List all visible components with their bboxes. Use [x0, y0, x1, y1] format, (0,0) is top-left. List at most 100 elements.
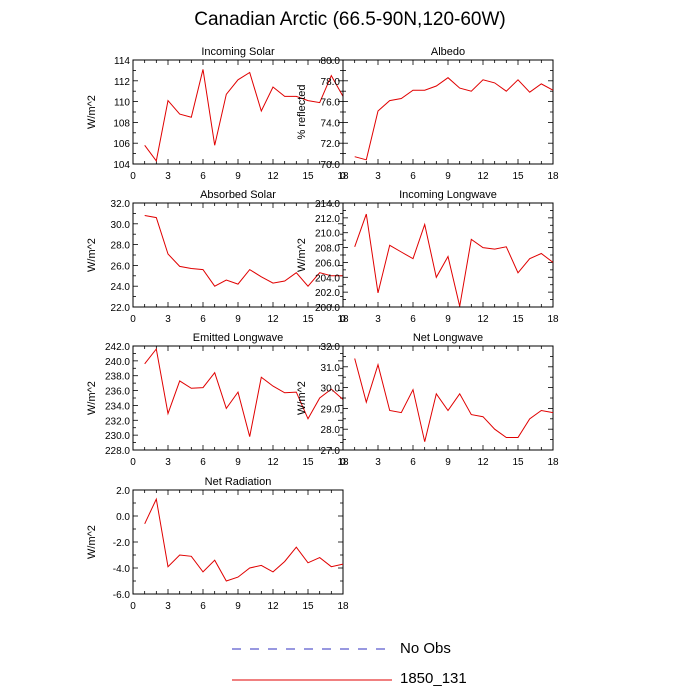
- y-axis-label: W/m^2: [86, 95, 98, 129]
- y-tick-label: -6.0: [113, 590, 131, 601]
- y-tick-label: 27.0: [321, 446, 341, 457]
- y-tick-label: 31.0: [321, 363, 341, 374]
- x-tick-label: 18: [337, 171, 349, 182]
- y-tick-label: 238.0: [105, 372, 130, 383]
- x-tick-label: 9: [235, 457, 241, 468]
- y-tick-label: 234.0: [105, 401, 130, 412]
- y-tick-label: -2.0: [113, 538, 131, 549]
- y-tick-label: 230.0: [105, 431, 130, 442]
- x-tick-label: 9: [445, 457, 451, 468]
- legend-label-1850-131: 1850_131: [400, 670, 467, 687]
- panel-title: Emitted Longwave: [193, 332, 284, 344]
- y-tick-label: 26.0: [111, 261, 131, 272]
- x-tick-label: 18: [547, 457, 559, 468]
- y-tick-label: 74.0: [321, 118, 341, 129]
- plot-frame: [342, 345, 554, 451]
- y-tick-label: -4.0: [113, 564, 131, 575]
- x-tick-label: 3: [375, 457, 381, 468]
- plot-frame: [342, 202, 554, 308]
- panel-incoming-solar: Incoming Solar W/m^2 0 3 6 9 12 15 18 104 106 108 11…: [86, 46, 349, 182]
- x-tick-label: 12: [267, 314, 279, 325]
- y-axis-label: W/m^2: [86, 525, 98, 559]
- x-tick-label: 18: [337, 314, 349, 325]
- x-tick-label: 18: [547, 171, 559, 182]
- y-tick-label: 2.0: [116, 486, 130, 497]
- x-tick-label: 0: [340, 457, 346, 468]
- plot-frame: [342, 59, 554, 165]
- legend: [232, 648, 392, 681]
- series-line-1850-131: [144, 69, 344, 163]
- y-tick-label: 204.0: [315, 273, 340, 284]
- y-axis-label: W/m^2: [296, 381, 308, 415]
- y-axis-label: W/m^2: [86, 381, 98, 415]
- series-line-1850-131: [354, 77, 554, 161]
- panel-title: Absorbed Solar: [200, 189, 276, 201]
- y-tick-label: 78.0: [321, 77, 341, 88]
- series-line-1850-131: [144, 215, 343, 287]
- x-tick-label: 3: [165, 457, 171, 468]
- x-tick-label: 18: [337, 601, 349, 612]
- x-tick-label: 9: [235, 601, 241, 612]
- x-tick-label: 9: [445, 171, 451, 182]
- y-tick-label: 106: [113, 139, 130, 150]
- y-tick-label: 228.0: [105, 446, 130, 457]
- x-tick-label: 3: [165, 171, 171, 182]
- x-tick-label: 6: [410, 171, 416, 182]
- y-axis-label: % reflected: [296, 84, 308, 139]
- x-tick-label: 12: [267, 171, 279, 182]
- page-title: Canadian Arctic (66.5-90N,120-60W): [194, 9, 506, 30]
- y-tick-label: 240.0: [105, 357, 130, 368]
- legend-label-no-obs: No Obs: [400, 640, 451, 657]
- y-tick-label: 242.0: [105, 342, 130, 353]
- x-tick-label: 6: [200, 601, 206, 612]
- y-tick-label: 80.0: [321, 56, 341, 67]
- x-tick-label: 9: [235, 171, 241, 182]
- y-tick-label: 0.0: [116, 512, 130, 523]
- y-tick-label: 76.0: [321, 98, 341, 109]
- x-tick-label: 12: [477, 457, 489, 468]
- y-tick-label: 210.0: [315, 229, 340, 240]
- x-tick-label: 12: [267, 601, 279, 612]
- y-tick-label: 22.0: [111, 303, 131, 314]
- panel-title: Incoming Longwave: [399, 189, 497, 201]
- x-tick-label: 15: [302, 314, 314, 325]
- plot-frame: [132, 59, 344, 165]
- y-tick-label: 236.0: [105, 387, 130, 398]
- y-tick-label: 208.0: [315, 244, 340, 255]
- y-tick-label: 24.0: [111, 282, 131, 293]
- panel-net-radiation: Net Radiation W/m^2 0 3 6 9 12 15 18 -6.0 -4.0 -2.0…: [86, 476, 349, 612]
- y-axis-label: W/m^2: [296, 238, 308, 272]
- x-tick-label: 6: [200, 171, 206, 182]
- x-tick-label: 15: [302, 457, 314, 468]
- y-tick-label: 214.0: [315, 199, 340, 210]
- y-tick-label: 212.0: [315, 214, 340, 225]
- plot-frame: [132, 489, 344, 595]
- y-tick-label: 70.0: [321, 160, 341, 171]
- panel-title: Net Longwave: [413, 332, 483, 344]
- x-tick-label: 0: [130, 314, 136, 325]
- x-tick-label: 12: [267, 457, 279, 468]
- x-tick-label: 9: [235, 314, 241, 325]
- x-tick-label: 3: [165, 601, 171, 612]
- y-tick-label: 104: [113, 160, 130, 171]
- y-tick-label: 112: [114, 77, 130, 88]
- x-tick-label: 3: [165, 314, 171, 325]
- x-tick-label: 6: [410, 314, 416, 325]
- y-tick-label: 30.0: [321, 384, 341, 395]
- y-tick-label: 72.0: [321, 139, 341, 150]
- x-tick-label: 0: [340, 171, 346, 182]
- panel-title: Incoming Solar: [201, 46, 275, 58]
- x-tick-label: 0: [130, 457, 136, 468]
- x-tick-label: 12: [477, 314, 489, 325]
- y-tick-label: 30.0: [111, 220, 131, 231]
- y-tick-label: 110: [114, 98, 130, 109]
- x-tick-label: 3: [375, 171, 381, 182]
- x-tick-label: 9: [445, 314, 451, 325]
- y-tick-label: 28.0: [111, 241, 131, 252]
- y-tick-label: 29.0: [321, 404, 341, 415]
- x-tick-label: 15: [302, 601, 314, 612]
